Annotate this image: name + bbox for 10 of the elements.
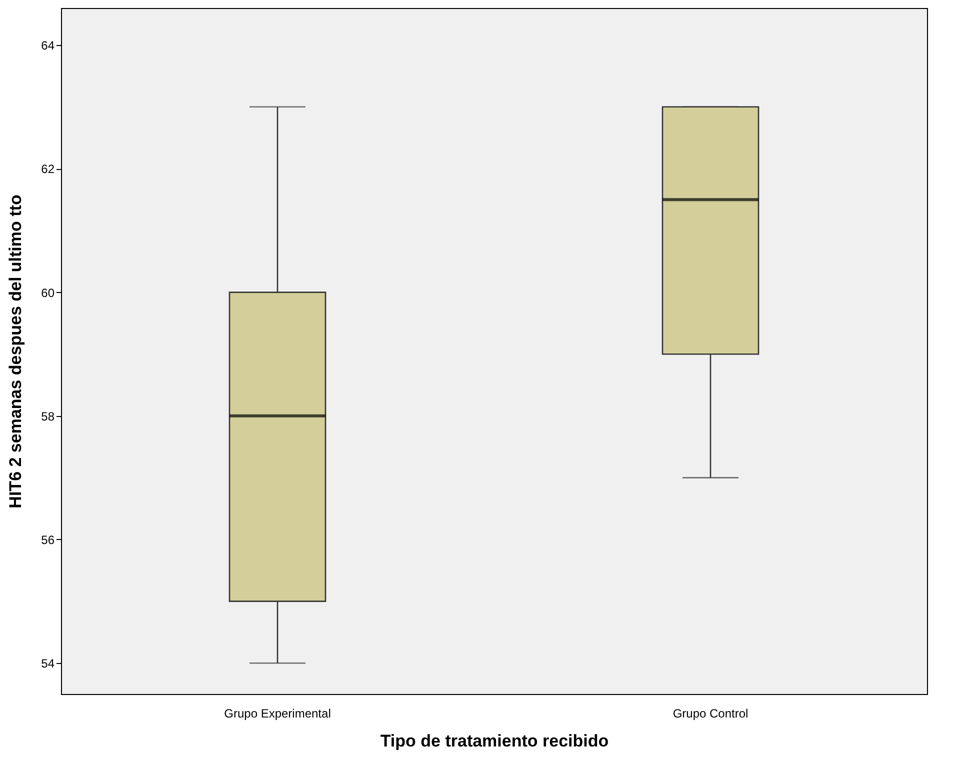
y-tick-label: 62 — [41, 162, 55, 176]
y-tick-label: 56 — [41, 532, 55, 547]
y-axis-title: HIT6 2 semanas despues del ultimo tto — [6, 194, 26, 508]
y-tick-label: 64 — [41, 38, 55, 53]
y-tick-label: 58 — [41, 409, 55, 424]
y-tick-label: 54 — [41, 656, 55, 671]
x-tick-label: Grupo Control — [672, 706, 748, 720]
x-tick-label: Grupo Experimental — [224, 706, 331, 720]
x-axis-title: Tipo de tratamiento recibido — [380, 732, 609, 750]
y-tick-label: 60 — [41, 286, 55, 300]
